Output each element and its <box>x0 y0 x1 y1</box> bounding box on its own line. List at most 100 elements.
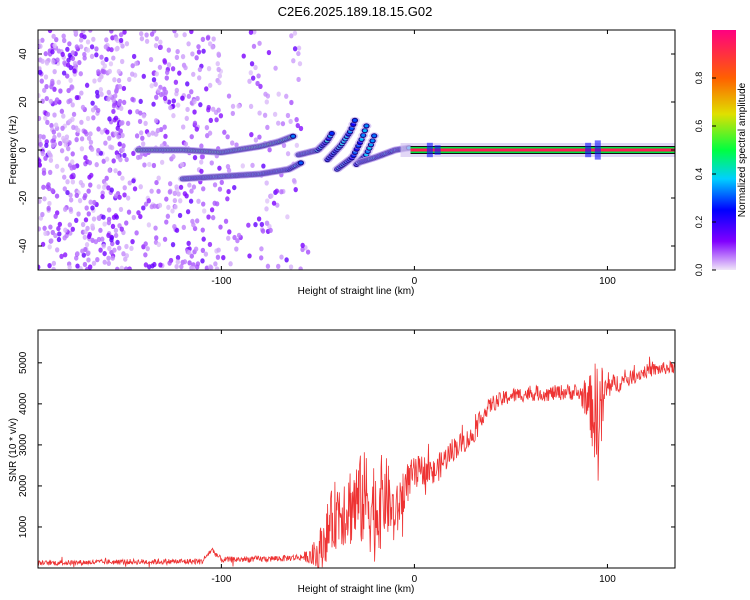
noise-blob <box>216 247 221 253</box>
noise-blob <box>42 196 47 202</box>
noise-blob <box>75 251 80 257</box>
noise-blob <box>109 30 114 34</box>
noise-blob <box>197 66 203 73</box>
noise-blob <box>78 71 83 77</box>
noise-blob <box>131 53 137 60</box>
noise-blob <box>223 218 229 224</box>
noise-blob <box>86 135 92 141</box>
noise-blob <box>105 129 110 135</box>
noise-blob <box>156 241 162 248</box>
spectrogram-ylabel: Frequency (Hz) <box>8 116 19 185</box>
noise-blob <box>152 203 157 209</box>
noise-blob <box>80 104 86 111</box>
noise-blob <box>68 197 74 203</box>
noise-blob <box>172 30 177 34</box>
noise-blob <box>118 37 124 44</box>
snr-xtick-label: -100 <box>211 574 231 585</box>
noise-blob <box>114 214 120 220</box>
noise-blob <box>99 54 104 60</box>
noise-blob <box>138 213 143 220</box>
noise-blob <box>291 58 296 64</box>
noise-blob <box>182 259 188 265</box>
noise-blob <box>200 154 206 160</box>
noise-blob <box>187 182 192 188</box>
noise-blob <box>249 132 254 138</box>
noise-blob <box>178 198 183 204</box>
noise-blob <box>235 238 240 244</box>
noise-blob <box>86 188 91 194</box>
noise-blob <box>166 204 171 210</box>
noise-blob <box>106 232 111 238</box>
noise-blob <box>240 163 245 169</box>
noise-blob <box>138 31 144 37</box>
heatmap-layer <box>38 30 675 270</box>
noise-blob <box>102 63 108 69</box>
noise-blob <box>175 48 180 55</box>
noise-blob <box>38 198 42 204</box>
noise-blob <box>295 122 300 129</box>
noise-blob <box>182 191 188 197</box>
noise-blob <box>56 236 62 243</box>
noise-blob <box>210 215 216 221</box>
noise-blob <box>38 162 42 168</box>
noise-blob <box>217 73 223 79</box>
noise-blob <box>51 59 56 65</box>
snr-frame <box>37 329 676 569</box>
noise-blob <box>125 195 131 201</box>
noise-blob <box>200 36 206 42</box>
noise-blob <box>227 229 232 235</box>
noise-blob <box>112 247 117 253</box>
noise-blob <box>138 110 143 116</box>
noise-blob <box>175 255 181 261</box>
noise-blob <box>211 36 216 42</box>
noise-blob <box>38 69 43 75</box>
signal-bump <box>594 140 601 160</box>
noise-blob <box>300 246 305 253</box>
noise-blob <box>53 122 59 128</box>
noise-blob <box>84 205 89 211</box>
noise-blob <box>67 41 72 47</box>
noise-blob <box>234 142 239 148</box>
noise-blob <box>115 154 121 160</box>
noise-blob <box>117 141 122 147</box>
noise-blob <box>163 89 169 95</box>
noise-blob <box>236 232 242 238</box>
noise-blob <box>98 247 103 253</box>
noise-blob <box>46 182 51 188</box>
noise-blob <box>257 134 262 140</box>
noise-blob <box>104 56 109 63</box>
noise-blob <box>196 75 202 81</box>
noise-blob <box>146 132 152 138</box>
noise-blob <box>199 168 204 174</box>
snr-xlabel: Height of straight line (km) <box>298 584 415 595</box>
noise-blob <box>192 109 197 115</box>
noise-blob <box>102 250 107 257</box>
noise-blob <box>162 95 168 101</box>
noise-blob <box>305 249 311 255</box>
noise-blob <box>293 187 298 193</box>
noise-blob <box>90 223 95 229</box>
noise-blob <box>217 80 222 86</box>
noise-blob <box>83 155 88 161</box>
noise-blob <box>86 250 91 256</box>
noise-blob <box>60 167 65 173</box>
noise-blob <box>70 159 75 165</box>
noise-blob <box>164 75 169 81</box>
noise-blob <box>82 34 87 40</box>
noise-blob <box>61 37 67 44</box>
noise-blob <box>294 142 300 148</box>
noise-blob <box>78 44 84 50</box>
noise-blob <box>119 58 125 65</box>
noise-blob <box>91 36 96 42</box>
noise-blob <box>121 85 127 92</box>
noise-blob <box>264 99 269 105</box>
noise-blob <box>136 210 141 216</box>
noise-blob <box>186 41 191 47</box>
noise-blob <box>100 236 105 242</box>
noise-blob <box>61 135 66 142</box>
noise-blob <box>89 146 95 152</box>
noise-blob <box>185 209 191 215</box>
noise-blob <box>232 184 237 191</box>
noise-blob <box>62 235 67 241</box>
noise-blob <box>57 231 62 237</box>
